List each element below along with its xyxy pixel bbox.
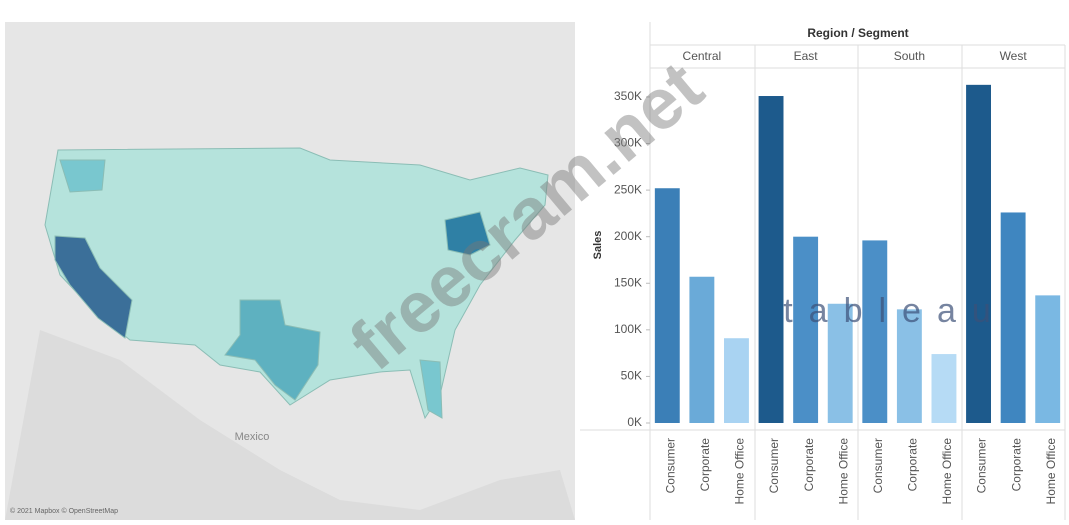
group-label: East — [794, 49, 819, 63]
x-tick-label: Home Office — [836, 438, 850, 505]
y-tick-label: 250K — [614, 182, 642, 196]
map: Mexico © 2021 Mapbox © OpenStreetMap — [5, 22, 575, 520]
x-tick-label: Consumer — [975, 438, 989, 493]
y-tick-label: 350K — [614, 89, 642, 103]
bar-chart: 0K 50K 100K 150K 200K 250K 300K 350K Central East… — [614, 49, 1061, 505]
x-tick-label: Home Office — [940, 438, 954, 505]
washington — [59, 159, 106, 193]
y-tick-label: 200K — [614, 229, 642, 243]
attribution: © 2021 Mapbox © OpenStreetMap — [10, 507, 118, 515]
bar — [896, 309, 922, 423]
group-label: West — [1000, 49, 1028, 63]
y-tick-label: 100K — [614, 322, 642, 336]
bar — [931, 354, 957, 423]
us-states — [44, 147, 549, 420]
bar — [793, 236, 819, 423]
florida — [419, 359, 443, 419]
x-tick-label: Consumer — [663, 438, 677, 493]
x-tick-label: Consumer — [871, 438, 885, 493]
bar — [966, 84, 991, 423]
bar — [654, 188, 680, 423]
bar — [1000, 212, 1026, 423]
group-label: Central — [683, 49, 722, 63]
y-tick-label: 50K — [621, 369, 642, 383]
x-tick-label: Consumer — [767, 438, 781, 493]
x-tick-label: Corporate — [802, 438, 816, 492]
x-tick-label: Corporate — [1009, 438, 1023, 492]
y-tick-label: 300K — [614, 136, 642, 150]
new-york — [444, 211, 491, 256]
bar — [862, 240, 888, 423]
x-tick-label: Home Office — [733, 438, 747, 505]
bar — [724, 338, 749, 423]
y-axis-label: Sales — [592, 231, 604, 260]
chart-title: Region / Segment — [807, 26, 908, 40]
logo: tableau — [783, 292, 1007, 330]
bar — [827, 303, 853, 423]
california — [54, 235, 133, 339]
x-tick-label: Corporate — [698, 438, 712, 492]
land-south — [5, 330, 575, 520]
bar — [689, 276, 715, 423]
bar — [1035, 295, 1061, 423]
group-label: South — [894, 49, 925, 63]
x-tick-label: Home Office — [1044, 438, 1058, 505]
bar — [758, 96, 784, 423]
map-label: Mexico — [235, 431, 270, 443]
panel-dividers — [580, 22, 1066, 520]
x-tick-label: Corporate — [906, 438, 920, 492]
y-tick-label: 150K — [614, 275, 642, 289]
texas — [224, 299, 321, 401]
y-tick-label: 0K — [627, 415, 642, 429]
